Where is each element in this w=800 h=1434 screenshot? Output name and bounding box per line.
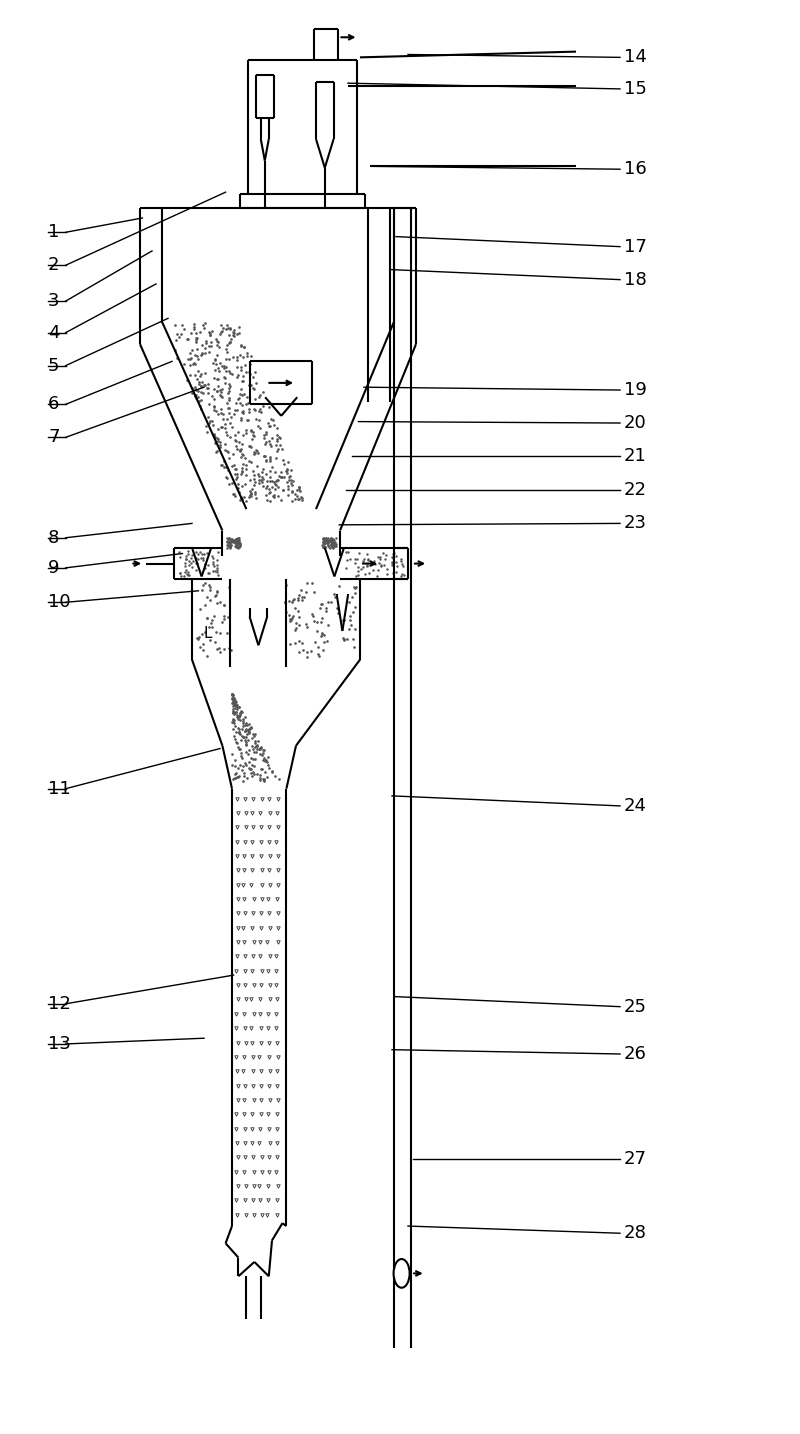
Text: 20: 20 — [624, 414, 646, 432]
Text: 9: 9 — [48, 559, 59, 576]
Text: 11: 11 — [48, 780, 70, 797]
Text: 21: 21 — [624, 447, 647, 465]
Text: 24: 24 — [624, 797, 647, 815]
Text: 8: 8 — [48, 529, 59, 546]
Text: 7: 7 — [48, 429, 59, 446]
Text: 28: 28 — [624, 1225, 647, 1242]
Text: 3: 3 — [48, 293, 59, 310]
Text: 1: 1 — [48, 224, 59, 241]
Text: 5: 5 — [48, 357, 59, 374]
Text: 16: 16 — [624, 161, 646, 178]
Text: 25: 25 — [624, 998, 647, 1015]
Text: 19: 19 — [624, 381, 647, 399]
Text: 27: 27 — [624, 1150, 647, 1167]
Text: 6: 6 — [48, 396, 59, 413]
Text: 4: 4 — [48, 324, 59, 341]
Text: 13: 13 — [48, 1035, 71, 1053]
Text: 18: 18 — [624, 271, 646, 288]
Text: 2: 2 — [48, 257, 59, 274]
Text: 23: 23 — [624, 515, 647, 532]
Text: 26: 26 — [624, 1045, 647, 1063]
Text: 15: 15 — [624, 80, 647, 98]
Text: L: L — [204, 627, 212, 641]
Text: 17: 17 — [624, 238, 647, 255]
Text: 14: 14 — [624, 49, 647, 66]
Text: 22: 22 — [624, 482, 647, 499]
Text: 10: 10 — [48, 594, 70, 611]
Text: 12: 12 — [48, 995, 71, 1012]
Circle shape — [394, 1259, 410, 1288]
